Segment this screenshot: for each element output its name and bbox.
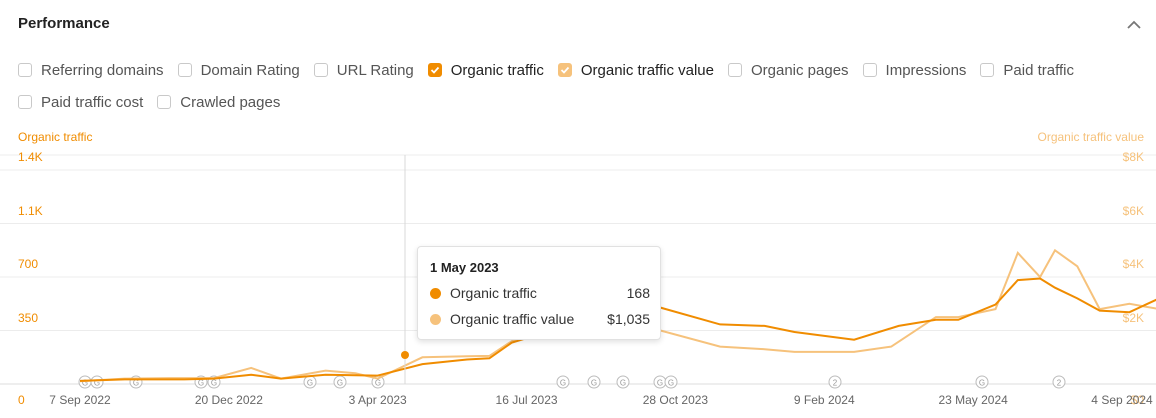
checkbox-box[interactable] xyxy=(313,63,328,77)
left-axis-tick: 0 xyxy=(18,393,25,407)
google-update-marker-glyph: G xyxy=(307,379,313,388)
organic-traffic-value-line xyxy=(79,248,1156,383)
checkbox-label: URL Rating xyxy=(336,61,414,79)
google-update-marker-glyph: G xyxy=(668,379,674,388)
tooltip-label: Organic traffic xyxy=(450,285,537,301)
checkbox-label: Domain Rating xyxy=(200,61,300,79)
google-update-marker-glyph: G xyxy=(94,379,100,388)
checkbox-label: Paid traffic xyxy=(1003,61,1074,79)
chart-tooltip: 1 May 2023 Organic traffic 168 Organic t… xyxy=(417,246,661,340)
x-axis-tick: 23 May 2024 xyxy=(938,393,1008,407)
google-update-marker-glyph: G xyxy=(620,379,626,388)
value-dot-icon xyxy=(430,313,441,325)
tooltip-row-value: Organic traffic value $1,035 xyxy=(430,310,650,328)
right-axis-tick: $6K xyxy=(1122,203,1144,218)
google-update-marker-glyph: G xyxy=(591,379,597,388)
checkbox-organic-traffic-value[interactable]: Organic traffic value xyxy=(557,61,714,79)
x-axis-tick: 4 Sep 2024 xyxy=(1091,393,1153,407)
multi-update-marker-icon xyxy=(828,375,842,389)
right-axis-title: Organic traffic value xyxy=(1037,130,1145,144)
checkbox-label: Paid traffic cost xyxy=(41,93,144,111)
checkbox-impressions[interactable]: Impressions xyxy=(862,61,967,79)
tooltip-label: Organic traffic value xyxy=(450,311,575,327)
checkbox-crawled-pages[interactable]: Crawled pages xyxy=(157,94,280,111)
google-update-marker-icon xyxy=(587,375,601,389)
x-axis-tick: 28 Oct 2023 xyxy=(642,393,709,407)
metric-checkboxes-row-1: Referring domains Domain Rating URL Rati… xyxy=(18,60,1088,80)
tooltip-date: 1 May 2023 xyxy=(430,260,499,275)
right-axis-tick: $0 xyxy=(1130,393,1144,407)
hover-point-traffic xyxy=(401,351,409,359)
google-update-marker-glyph: G xyxy=(211,379,217,388)
checkbox-box[interactable] xyxy=(727,63,742,77)
google-update-marker-icon xyxy=(664,375,678,389)
google-update-marker-glyph: G xyxy=(560,379,566,388)
google-update-marker-glyph: G xyxy=(375,379,381,388)
google-update-marker-glyph: G xyxy=(657,379,663,388)
tooltip-value: $1,035 xyxy=(607,311,650,327)
checkbox-label: Organic traffic xyxy=(450,61,544,79)
check-icon[interactable] xyxy=(557,63,572,77)
multi-update-marker-glyph: 2 xyxy=(833,379,838,388)
google-update-marker-icon xyxy=(556,375,570,389)
checkbox-box[interactable] xyxy=(980,63,995,77)
checkbox-box[interactable] xyxy=(177,63,192,77)
checkbox-organic-pages[interactable]: Organic pages xyxy=(727,61,849,79)
checkbox-url-rating[interactable]: URL Rating xyxy=(313,61,414,79)
right-axis-tick: $8K xyxy=(1122,150,1144,164)
panel-title: Performance xyxy=(18,15,110,32)
checkbox-box[interactable] xyxy=(18,95,32,109)
checkbox-paid-traffic-cost[interactable]: Paid traffic cost xyxy=(18,94,143,111)
checkbox-box[interactable] xyxy=(862,63,877,77)
organic-traffic-line xyxy=(79,277,1156,382)
left-axis-title: Organic traffic xyxy=(18,130,93,144)
google-update-marker-glyph: G xyxy=(133,379,139,388)
checkbox-label: Referring domains xyxy=(41,61,164,79)
multi-update-marker-icon xyxy=(1052,375,1066,389)
checkbox-label: Impressions xyxy=(885,61,967,79)
tooltip-row-traffic: Organic traffic 168 xyxy=(430,284,650,302)
checkbox-box[interactable] xyxy=(18,63,32,77)
x-axis-tick: 9 Feb 2024 xyxy=(793,393,855,407)
google-update-marker-glyph: G xyxy=(337,379,343,388)
x-axis-tick: 16 Jul 2023 xyxy=(495,393,558,407)
right-axis-tick: $4K xyxy=(1122,257,1144,271)
checkbox-box[interactable] xyxy=(157,95,172,109)
left-axis-tick: 1.1K xyxy=(18,203,43,218)
left-axis-tick: 700 xyxy=(18,257,39,271)
x-axis-tick: 20 Dec 2022 xyxy=(194,393,263,407)
checkbox-organic-traffic[interactable]: Organic traffic xyxy=(427,61,544,79)
google-update-marker-icon xyxy=(975,375,989,389)
checkbox-label: Organic traffic value xyxy=(580,61,714,79)
tooltip-value: 168 xyxy=(626,285,650,301)
checkbox-domain-rating[interactable]: Domain Rating xyxy=(177,61,300,79)
right-axis-tick: $2K xyxy=(1122,310,1144,325)
left-axis-tick: 350 xyxy=(18,310,39,325)
x-axis-tick: 7 Sep 2022 xyxy=(49,393,111,407)
google-update-marker-glyph: G xyxy=(198,379,204,388)
multi-update-marker-glyph: 2 xyxy=(1057,379,1062,388)
google-update-marker-glyph: G xyxy=(82,379,88,388)
checkbox-label: Crawled pages xyxy=(180,93,281,111)
left-axis-tick: 1.4K xyxy=(18,150,43,164)
checkbox-referring-domains[interactable]: Referring domains xyxy=(18,62,164,79)
google-update-marker-icon xyxy=(90,375,104,389)
x-axis-tick: 3 Apr 2023 xyxy=(348,393,407,407)
traffic-dot-icon xyxy=(430,287,441,299)
chevron-up-icon[interactable] xyxy=(1124,15,1144,35)
check-icon[interactable] xyxy=(427,63,442,77)
checkbox-label: Organic pages xyxy=(750,61,849,79)
metric-checkboxes-row-2: Paid traffic cost Crawled pages xyxy=(18,92,294,112)
google-update-marker-glyph: G xyxy=(979,379,985,388)
google-update-marker-icon xyxy=(616,375,630,389)
checkbox-paid-traffic[interactable]: Paid traffic xyxy=(980,62,1074,79)
